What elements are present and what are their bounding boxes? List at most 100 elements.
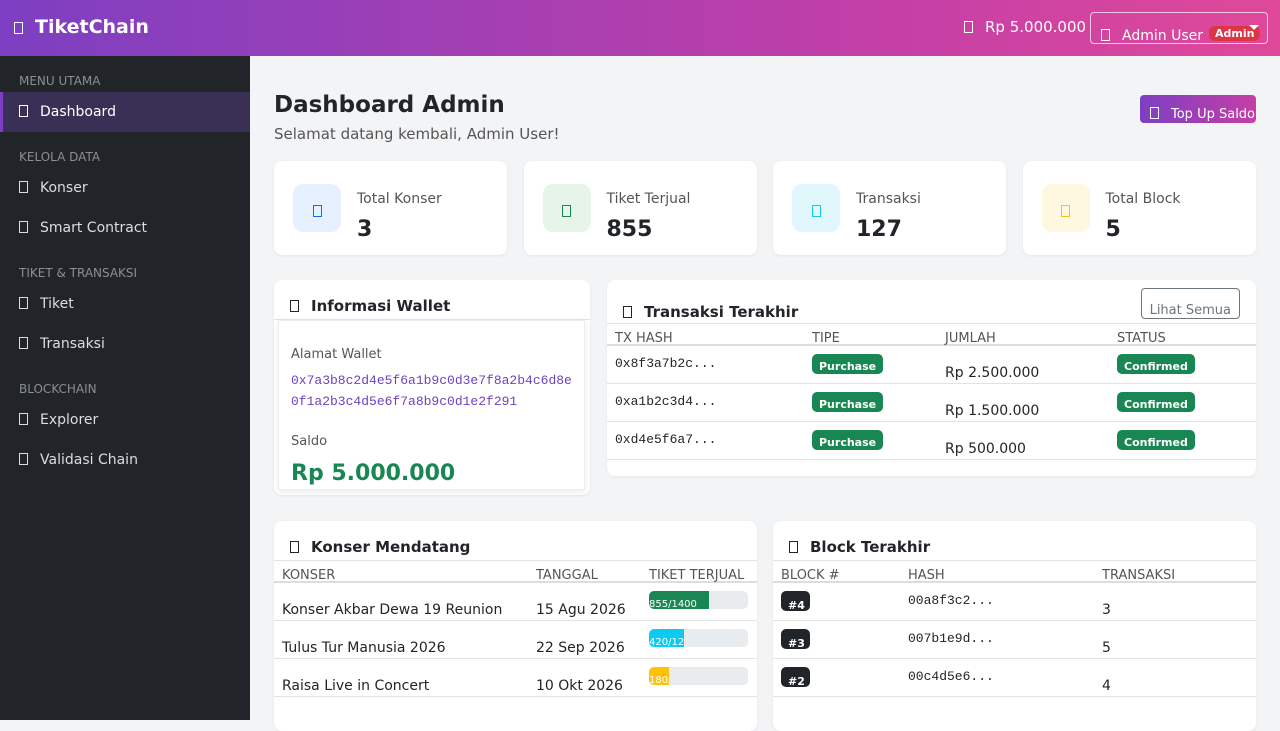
- tx-count: 4: [1102, 678, 1111, 694]
- stat-value: 5: [1105, 217, 1121, 242]
- column-header: JUMLAH: [945, 331, 996, 346]
- stat-card: Total Block 5: [1022, 161, 1256, 255]
- nav-label: Validasi Chain: [40, 452, 138, 468]
- nav-item[interactable]: Dashboard: [0, 92, 250, 132]
- stat-label: Tiket Terjual: [606, 191, 691, 207]
- status-badge: Confirmed: [1117, 354, 1195, 374]
- tx-count: 3: [1102, 602, 1111, 618]
- title-text: Konser Mendatang: [311, 538, 471, 556]
- section-title: MENU UTAMA: [19, 74, 101, 88]
- nav-item[interactable]: Validasi Chain: [0, 440, 250, 480]
- nav-label: Explorer: [40, 412, 99, 428]
- user-name: Admin User: [1122, 28, 1203, 44]
- column-header: TIKET TERJUAL: [649, 568, 745, 583]
- blocks-card: Block Terakhir BLOCK # HASH TRANSAKSI #4 00a…: [773, 521, 1256, 731]
- column-header: STATUS: [1117, 331, 1166, 346]
- card-title: Transaksi Terakhir: [607, 280, 1256, 324]
- table-header: BLOCK # HASH TRANSAKSI: [773, 561, 1256, 583]
- navbar: TiketChain Rp 5.000.000 Admin User Admin: [0, 0, 1280, 56]
- type-badge: Purchase: [812, 430, 884, 450]
- section-title: BLOCKCHAIN: [19, 382, 97, 396]
- column-header: TRANSAKSI: [1102, 568, 1176, 583]
- block-hash: 007b1e9d...: [908, 631, 994, 646]
- amount: Rp 500.000: [945, 441, 1026, 457]
- top-up-label: Top Up Saldo: [1171, 107, 1256, 122]
- balance-text: Rp 5.000.000: [985, 18, 1087, 36]
- table-row: 0xa1b2c3d4... Purchase Rp 1.500.000 Confirm…: [607, 384, 1256, 422]
- stat-icon: [542, 184, 591, 232]
- block-hash: 00a8f3c2...: [908, 593, 994, 608]
- column-header: KONSER: [282, 568, 336, 583]
- nav-item[interactable]: Tiket: [0, 284, 250, 324]
- label: Saldo: [291, 434, 328, 449]
- user-menu[interactable]: Admin User Admin: [1090, 12, 1268, 44]
- card-title: Block Terakhir: [773, 521, 1256, 561]
- card-title: Informasi Wallet: [274, 280, 590, 320]
- brand[interactable]: TiketChain: [14, 16, 149, 38]
- column-header: HASH: [908, 568, 945, 583]
- table-header: TX HASH TIPE JUMLAH STATUS: [607, 324, 1256, 346]
- nav-item[interactable]: Konser: [0, 168, 250, 208]
- block-badge: #2: [781, 667, 810, 687]
- table-row: Tulus Tur Manusia 2026 22 Sep 2026 420/120…: [274, 621, 757, 659]
- column-header: TIPE: [812, 331, 840, 346]
- brand-name: TiketChain: [35, 16, 149, 38]
- tx-count: 5: [1102, 640, 1111, 656]
- stat-icon: [293, 184, 341, 232]
- stat-value: 855: [606, 217, 653, 242]
- concerts-card: Konser Mendatang KONSER TANGGAL TIKET TERJ…: [274, 521, 757, 731]
- nav-balance: Rp 5.000.000: [964, 18, 1086, 36]
- block-badge: #4: [781, 591, 810, 611]
- type-badge: Purchase: [812, 392, 884, 412]
- page-title: Dashboard Admin: [274, 92, 505, 118]
- status-badge: Confirmed: [1117, 430, 1195, 450]
- block-badge: #3: [781, 629, 810, 649]
- progress-bar: 855/1400: [649, 591, 710, 609]
- view-all-button[interactable]: Lihat Semua: [1140, 288, 1240, 319]
- concert-name: Konser Akbar Dewa 19 Reunion: [282, 602, 503, 618]
- wallet-card: Informasi Wallet Alamat Wallet 0x7a3b8c2…: [274, 280, 590, 495]
- wallet-body: Alamat Wallet 0x7a3b8c2d4e5f6a1b9c0d3e7f…: [278, 320, 585, 490]
- tx-hash: 0x8f3a7b2c...: [615, 356, 717, 371]
- stat-label: Total Konser: [357, 191, 442, 207]
- nav-item[interactable]: Smart Contract: [0, 208, 250, 248]
- nav-label: Konser: [40, 180, 88, 196]
- amount: Rp 2.500.000: [945, 365, 1040, 381]
- label: Alamat Wallet: [291, 347, 382, 362]
- stat-value: 127: [856, 217, 902, 242]
- section-title: TIKET & TRANSAKSI: [19, 266, 138, 280]
- title-text: Informasi Wallet: [311, 297, 451, 315]
- amount: Rp 1.500.000: [945, 403, 1040, 419]
- transactions-card: Transaksi Terakhir Lihat Semua TX HASH TI…: [607, 280, 1256, 476]
- nav-item[interactable]: Explorer: [0, 400, 250, 440]
- concert-date: 22 Sep 2026: [536, 640, 625, 656]
- progress-bar: 180/900: [649, 667, 669, 685]
- type-badge: Purchase: [812, 354, 884, 374]
- stat-label: Transaksi: [856, 191, 921, 207]
- table: TX HASH TIPE JUMLAH STATUS 0x8f3a7b2c... Purc…: [607, 324, 1256, 460]
- table-row: #4 00a8f3c2... 3: [773, 583, 1256, 621]
- concert-name: Raisa Live in Concert: [282, 678, 430, 694]
- table-header: KONSER TANGGAL TIKET TERJUAL: [274, 561, 757, 583]
- concert-date: 15 Agu 2026: [536, 602, 626, 618]
- stat-icon: [792, 184, 840, 232]
- table-row: #2 00c4d5e6... 4: [773, 659, 1256, 697]
- status-badge: Confirmed: [1117, 392, 1195, 412]
- tx-hash: 0xa1b2c3d4...: [615, 394, 717, 409]
- progress: 180/900: [649, 667, 748, 685]
- role-badge: Admin: [1208, 26, 1261, 41]
- stat-value: 3: [357, 217, 373, 242]
- nav-label: Transaksi: [40, 336, 105, 352]
- block-hash: 00c4d5e6...: [908, 669, 994, 684]
- nav-item[interactable]: Transaksi: [0, 324, 250, 364]
- table-row: Konser Akbar Dewa 19 Reunion 15 Agu 2026 8…: [274, 583, 757, 621]
- column-header: TX HASH: [615, 331, 673, 346]
- table-row: Raisa Live in Concert 10 Okt 2026 180/900: [274, 659, 757, 697]
- card-title: Konser Mendatang: [274, 521, 757, 561]
- sidebar: MENU UTAMA Dashboard KELOLA DATA Konser Smar…: [0, 56, 250, 720]
- title-text: Transaksi Terakhir: [644, 303, 799, 321]
- concert-date: 10 Okt 2026: [536, 678, 623, 694]
- nav-label: Tiket: [40, 296, 74, 312]
- top-up-button[interactable]: Top Up Saldo: [1140, 95, 1256, 123]
